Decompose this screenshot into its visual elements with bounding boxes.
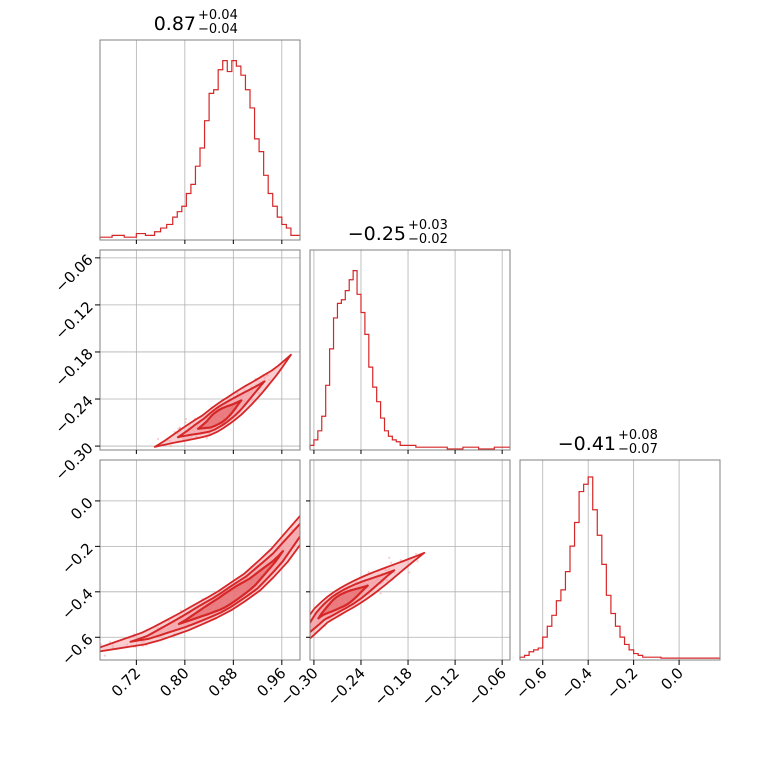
x-tick-label: 0.72 [108, 664, 144, 700]
sample-point [169, 444, 172, 448]
sample-point [184, 421, 187, 424]
y-tick-label: 0.0 [67, 494, 97, 524]
histogram-0 [99, 60, 300, 239]
y-tick-label: −0.30 [51, 439, 96, 484]
sample-point [408, 571, 411, 574]
sample-point [379, 592, 382, 595]
x-tick-label: −0.18 [371, 664, 416, 709]
frames-layer [99, 39, 721, 661]
x-tick-label: −0.2 [603, 664, 641, 702]
data-layer [99, 60, 720, 659]
x-tick-label: −0.06 [465, 664, 510, 709]
pair-panel-2 [310, 551, 426, 640]
sample-point [103, 654, 107, 657]
param-title-plus-1: +0.03 [408, 218, 448, 233]
titles-layer: 0.87 +0.04−0.04 −0.25 +0.03−0.02 −0.41 +0.08−… [154, 8, 658, 457]
contour-level-0 [310, 551, 426, 640]
sample-point [415, 552, 418, 555]
sample-point [388, 556, 391, 559]
param-title-minus-2: −0.07 [618, 442, 658, 457]
contour-level-2 [317, 584, 369, 620]
x-tick-label: 0.88 [205, 664, 241, 700]
contour-level-0 [153, 353, 292, 448]
contour-level-2 [177, 550, 284, 626]
pair-panel-0 [151, 353, 292, 457]
sample-point [389, 561, 393, 564]
sample-point [399, 559, 402, 562]
sample-point [184, 417, 188, 421]
panel-frame [309, 459, 511, 661]
param-title-minus-1: −0.02 [408, 232, 448, 247]
histogram-1 [309, 270, 510, 450]
param-title-1: −0.25 [348, 223, 406, 245]
pair-panel-1 [100, 514, 300, 657]
param-title-plus-0: +0.04 [198, 8, 238, 23]
x-tick-label: −0.4 [558, 664, 596, 702]
x-tick-label: 0.0 [657, 664, 687, 694]
x-tick-label: −0.6 [512, 664, 550, 702]
param-title-plus-2: +0.08 [618, 428, 658, 443]
sample-point [168, 450, 170, 452]
sample-point [164, 455, 166, 457]
param-title-2: −0.41 [558, 433, 616, 455]
panel-frame [99, 39, 301, 241]
grid-layer [100, 40, 680, 660]
y-tick-label: −0.06 [51, 251, 96, 296]
sample-point [100, 643, 103, 646]
y-tick-label: −0.18 [51, 345, 96, 390]
histogram-2 [519, 476, 720, 659]
sample-point [416, 560, 419, 563]
sample-point [205, 437, 208, 440]
param-title-minus-0: −0.04 [198, 22, 238, 37]
y-tick-label: −0.2 [58, 539, 96, 577]
y-tick-label: −0.6 [58, 630, 96, 668]
contour-level-1 [129, 522, 300, 643]
sample-point [156, 437, 160, 441]
panel-frame [309, 249, 511, 451]
panel-frame [99, 459, 301, 661]
y-tick-label: −0.24 [51, 392, 96, 437]
panel-frame [519, 459, 721, 661]
x-tick-label: −0.24 [324, 664, 369, 709]
y-tick-label: −0.12 [51, 298, 96, 343]
contour-level-0 [100, 514, 300, 653]
panel-frame [99, 249, 301, 451]
x-tick-label: −0.12 [418, 664, 463, 709]
x-tick-label: 0.80 [156, 664, 192, 700]
contour-level-2 [196, 399, 243, 430]
param-title-0: 0.87 [154, 13, 196, 35]
y-tick-label: −0.4 [58, 585, 96, 623]
sample-point [367, 570, 370, 574]
